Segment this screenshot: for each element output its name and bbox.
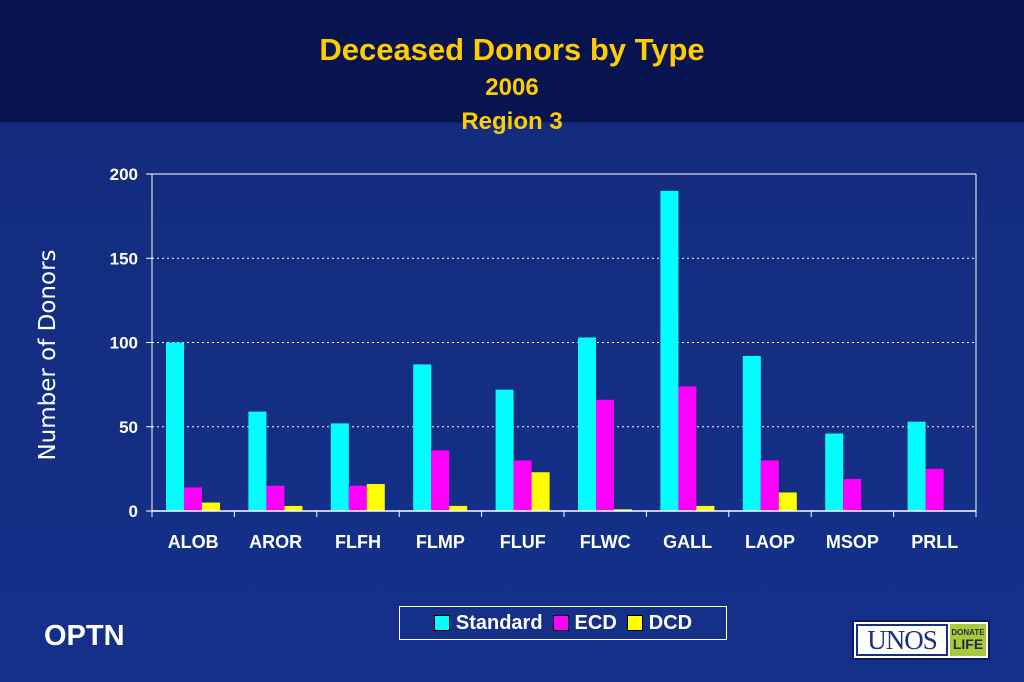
y-tick-label: 200	[110, 165, 138, 184]
bar-standard-alob	[166, 342, 184, 511]
bar-dcd-aror	[284, 505, 303, 511]
unos-donate-life-logo: UNOS DONATE LIFE	[852, 620, 990, 660]
bar-dcd-fluf	[531, 472, 550, 511]
legend-swatch-ecd	[552, 615, 569, 631]
legend-label-dcd: DCD	[648, 611, 693, 634]
bar-dcd-laop	[778, 492, 797, 511]
legend-label-ecd: ECD	[574, 611, 617, 634]
optn-footer-label: OPTN	[44, 620, 125, 652]
bar-ecd-gall	[678, 386, 697, 511]
x-tick-label: AROR	[249, 532, 302, 552]
y-tick-label: 0	[129, 502, 138, 521]
bar-dcd-flfh	[366, 484, 385, 511]
legend-label-standard: Standard	[455, 611, 543, 634]
y-tick-label: 50	[119, 418, 138, 437]
title-block: Deceased Donors by Type 2006 Region 3	[0, 30, 1024, 138]
bar-standard-aror	[248, 411, 267, 511]
bar-standard-flwc	[578, 337, 596, 511]
bar-standard-flmp	[413, 364, 432, 511]
y-axis-label: Number of Donors	[35, 249, 61, 461]
legend-item-dcd: DCD	[626, 611, 693, 635]
x-tick-label: PRLL	[911, 532, 958, 552]
bar-dcd-flmp	[449, 505, 468, 511]
x-tick-label: LAOP	[745, 532, 795, 552]
y-tick-label: 150	[110, 249, 138, 268]
bar-ecd-msop	[843, 478, 862, 511]
bar-ecd-prll	[925, 468, 944, 511]
x-tick-label: FLWC	[580, 532, 631, 552]
bar-standard-prll	[907, 421, 926, 511]
bar-standard-gall	[660, 190, 679, 511]
bar-ecd-alob	[184, 487, 202, 511]
donate-life-badge-top: DONATE	[951, 628, 985, 637]
bar-standard-flfh	[330, 423, 349, 511]
y-tick-label: 100	[110, 334, 138, 353]
chart-subtitle-year: 2006	[485, 74, 539, 101]
bar-standard-msop	[825, 433, 844, 511]
bar-dcd-gall	[696, 505, 715, 511]
x-tick-label: FLFH	[335, 532, 381, 552]
x-tick-label: FLMP	[416, 532, 465, 552]
labels-layer: 0 50 100 150 200 ALOB AROR FLFH FLMP FLUF FLWC GALL…	[110, 165, 959, 552]
legend-swatch-standard	[433, 615, 450, 631]
bar-dcd-flwc	[614, 509, 632, 511]
legend-swatch-dcd	[626, 615, 643, 631]
bar-ecd-laop	[760, 460, 779, 511]
bar-ecd-flfh	[348, 485, 367, 511]
donate-life-badge-bottom: LIFE	[952, 636, 984, 652]
legend-item-standard: Standard	[433, 611, 543, 635]
unos-logo-text: UNOS	[856, 624, 948, 656]
chart-title: Deceased Donors by Type	[319, 32, 705, 67]
bar-dcd-alob	[202, 502, 220, 511]
x-tick-label: GALL	[663, 532, 712, 552]
chart-subtitle-region: Region 3	[461, 108, 563, 135]
donate-life-badge: DONATE LIFE	[950, 624, 986, 656]
bar-ecd-aror	[266, 485, 285, 511]
bar-ecd-fluf	[513, 460, 532, 511]
x-tick-label: MSOP	[826, 532, 879, 552]
bar-standard-fluf	[495, 389, 514, 511]
bar-ecd-flmp	[431, 450, 450, 511]
bars-layer	[166, 190, 944, 511]
x-tick-label: FLUF	[500, 532, 546, 552]
grid-layer	[152, 173, 976, 428]
legend: Standard ECD DCD	[399, 606, 727, 640]
header-band	[0, 0, 1024, 122]
bar-standard-laop	[742, 355, 761, 511]
axes-layer	[146, 173, 977, 517]
legend-item-ecd: ECD	[552, 611, 617, 635]
x-tick-label: ALOB	[168, 532, 219, 552]
bar-ecd-flwc	[596, 399, 614, 511]
